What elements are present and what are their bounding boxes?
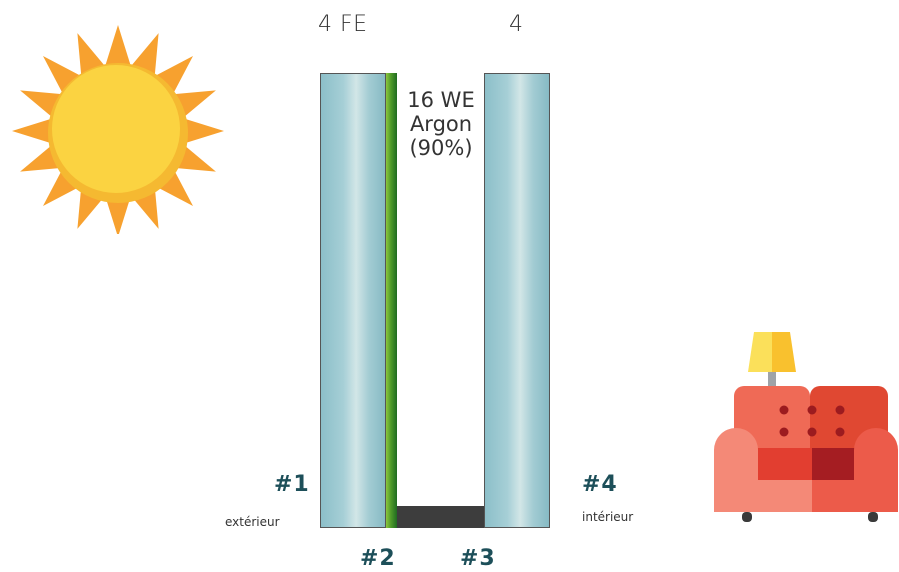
sun-ray xyxy=(77,33,106,77)
inner-pane-label: 4 xyxy=(509,12,524,37)
outer-glass-pane xyxy=(320,73,386,528)
face-1-label: #1 xyxy=(274,472,310,497)
sun-ray xyxy=(12,118,54,144)
face-3-label: #3 xyxy=(460,546,496,571)
gap-gas-text: Argon xyxy=(409,112,473,136)
sun-ray xyxy=(105,25,131,67)
sun-icon xyxy=(12,25,224,234)
face-4-label: #4 xyxy=(582,472,618,497)
face-2-label: #2 xyxy=(360,546,396,571)
sun-ray xyxy=(130,33,159,77)
inner-glass-pane xyxy=(484,73,550,528)
spacer-bar xyxy=(397,506,485,528)
outer-pane-label: 4 FE xyxy=(318,12,368,37)
sun-ray xyxy=(182,118,224,144)
gap-fill-text: (90%) xyxy=(409,136,473,160)
exterior-label: extérieur xyxy=(225,515,280,529)
gap-width-text: 16 WE xyxy=(407,88,475,112)
armchair-with-lamp-icon xyxy=(714,332,898,522)
sun-ray xyxy=(105,195,131,234)
gas-gap-label: 16 WE Argon (90%) xyxy=(398,88,484,160)
interior-label: intérieur xyxy=(582,510,634,524)
low-e-coating xyxy=(386,73,397,528)
